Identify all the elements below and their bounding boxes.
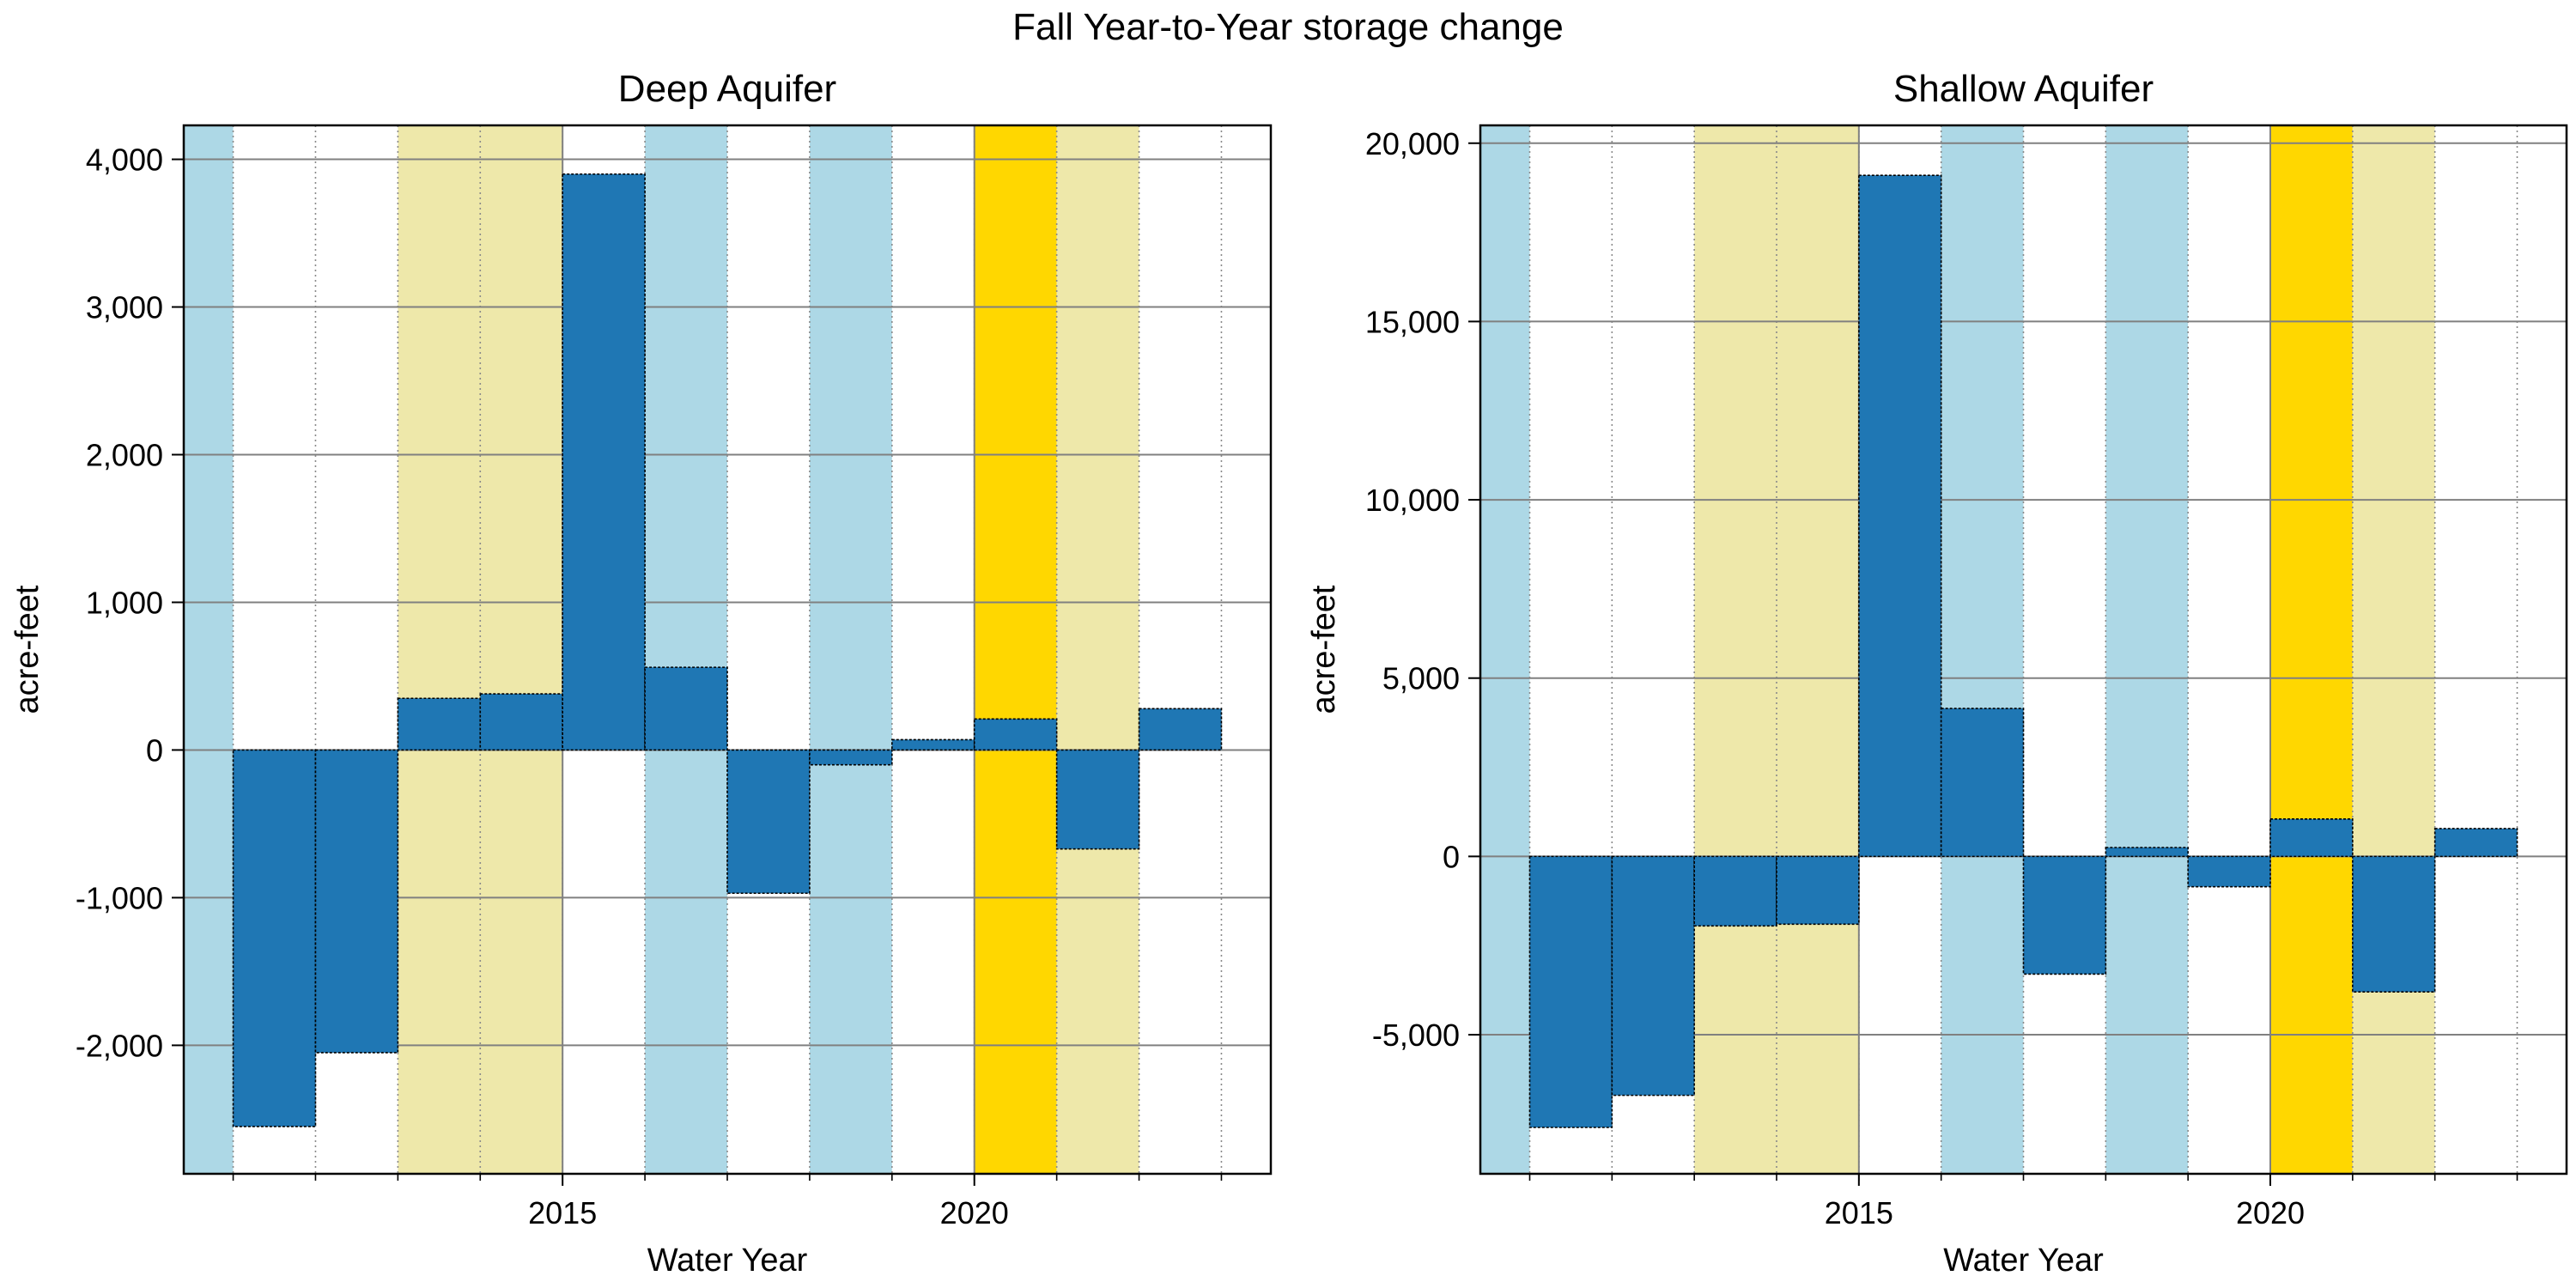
x-tick-label: 2015 xyxy=(1825,1195,1893,1230)
chart-panel-0: 2015 2020 -2,000 -1,000 0 1,000 2,000 3,000 4,00… xyxy=(9,68,1273,1279)
bar xyxy=(891,738,975,751)
year-type-band xyxy=(2105,125,2189,1174)
y-tick-label: 2,000 xyxy=(86,437,163,472)
y-axis-label: acre-feet xyxy=(9,585,46,714)
y-tick-label: 20,000 xyxy=(1365,126,1460,161)
y-tick-label: 4,000 xyxy=(86,143,163,178)
y-tick-label: 10,000 xyxy=(1365,483,1460,518)
x-axis-label: Water Year xyxy=(647,1242,808,1279)
plot-frame xyxy=(1479,124,2568,1176)
y-tick-label: 3,000 xyxy=(86,290,163,325)
y-axis-label: acre-feet xyxy=(1306,585,1342,714)
bar xyxy=(314,749,399,1054)
year-type-band xyxy=(645,125,727,1174)
bar xyxy=(726,749,811,895)
year-type-band xyxy=(974,125,1057,1174)
bar xyxy=(479,693,563,751)
bar xyxy=(232,749,317,1127)
year-type-band xyxy=(1056,125,1139,1174)
x-tick-label: 2020 xyxy=(2236,1195,2305,1230)
bar xyxy=(2433,828,2518,858)
y-tick-label: 1,000 xyxy=(86,585,163,620)
bar xyxy=(562,173,646,751)
bar xyxy=(397,697,482,751)
bar xyxy=(2269,817,2354,858)
chart-panel-1: 2015 2020 -5,000 0 5,000 10,000 15,000 20,000 Sh… xyxy=(1306,68,2568,1279)
bar xyxy=(2022,855,2107,975)
year-type-band xyxy=(398,125,563,1174)
bar xyxy=(1611,855,1695,1097)
year-type-band xyxy=(809,125,892,1174)
bar xyxy=(1138,708,1223,751)
y-tick-label: -5,000 xyxy=(1372,1018,1460,1053)
bar xyxy=(2187,855,2271,888)
plot-frame xyxy=(182,124,1273,1176)
figure-title: Fall Year-to-Year storage change xyxy=(1012,6,1564,48)
bar xyxy=(2352,855,2436,993)
bar xyxy=(809,749,893,766)
year-type-band xyxy=(184,125,234,1174)
year-type-band xyxy=(1694,125,1859,1174)
bar xyxy=(1776,855,1860,926)
bar xyxy=(973,718,1058,751)
bar xyxy=(1055,749,1140,850)
subplot-title: Deep Aquifer xyxy=(618,68,836,110)
y-tick-label: 15,000 xyxy=(1365,304,1460,339)
y-tick-label: 5,000 xyxy=(1382,661,1460,696)
bar xyxy=(1693,855,1777,927)
year-type-band xyxy=(1941,125,2024,1174)
bar xyxy=(1940,708,2025,858)
x-tick-label: 2015 xyxy=(528,1195,597,1230)
year-type-band xyxy=(2270,125,2353,1174)
y-tick-label: -1,000 xyxy=(76,880,163,915)
year-type-band xyxy=(2352,125,2435,1174)
year-type-band xyxy=(1480,125,1530,1174)
y-tick-label: 0 xyxy=(1443,839,1460,874)
x-axis-label: Water Year xyxy=(1943,1242,2104,1279)
x-tick-label: 2020 xyxy=(940,1195,1009,1230)
bar xyxy=(1858,174,1942,858)
bar xyxy=(1528,855,1613,1128)
subplot-title: Shallow Aquifer xyxy=(1893,68,2154,110)
bar xyxy=(644,666,728,751)
y-tick-label: -2,000 xyxy=(76,1028,163,1063)
y-tick-label: 0 xyxy=(146,732,163,768)
bar xyxy=(2105,847,2189,858)
